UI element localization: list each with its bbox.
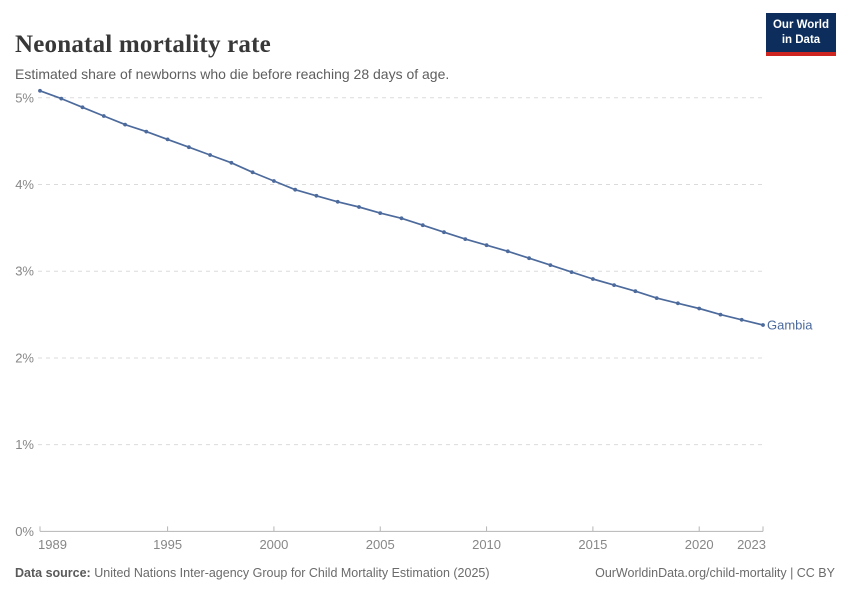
chart-footer: Data source: United Nations Inter-agency… [15, 566, 835, 580]
data-point[interactable] [123, 122, 127, 127]
data-point[interactable] [654, 296, 659, 300]
data-point[interactable] [357, 205, 361, 209]
data-point[interactable] [314, 193, 319, 198]
owid-logo[interactable]: Our World in Data [766, 13, 836, 56]
data-point[interactable] [527, 256, 531, 261]
data-point[interactable] [463, 237, 468, 242]
footer-rights[interactable]: OurWorldinData.org/child-mortality | CC … [595, 566, 835, 580]
data-point[interactable] [697, 306, 702, 311]
data-point[interactable] [59, 96, 64, 101]
data-point[interactable] [761, 323, 765, 327]
data-point[interactable] [718, 312, 723, 317]
y-axis-tick-label: 3% [15, 264, 34, 279]
data-point[interactable] [272, 179, 276, 183]
data-point[interactable] [505, 249, 510, 254]
owid-logo-line2: in Data [781, 33, 821, 46]
x-axis-tick-label: 2005 [366, 537, 395, 552]
data-point[interactable] [739, 317, 744, 322]
x-axis-tick-label: 2015 [578, 537, 607, 552]
data-point[interactable] [101, 114, 106, 118]
data-point[interactable] [569, 270, 574, 274]
data-point[interactable] [250, 170, 255, 175]
data-point[interactable] [633, 289, 638, 294]
data-point[interactable] [420, 223, 425, 228]
y-axis-tick-label: 1% [15, 437, 34, 452]
y-axis-tick-label: 5% [15, 90, 34, 105]
data-point[interactable] [612, 283, 616, 287]
owid-logo-line1: Our World [772, 19, 829, 31]
data-point[interactable] [335, 199, 340, 204]
data-point[interactable] [442, 230, 446, 235]
entity-label-gambia[interactable]: Gambia [767, 317, 813, 332]
x-axis-tick-label: 2023 [737, 537, 766, 552]
data-point[interactable] [208, 153, 213, 157]
data-point[interactable] [80, 105, 85, 110]
data-point[interactable] [676, 301, 680, 306]
data-point[interactable] [38, 88, 42, 93]
footer-source-label: Data source: [15, 566, 91, 580]
y-axis-tick-label: 4% [15, 177, 34, 192]
data-point[interactable] [378, 211, 383, 216]
data-point[interactable] [187, 145, 191, 150]
data-point[interactable] [229, 160, 234, 165]
data-point[interactable] [484, 243, 489, 248]
x-axis-tick-label: 1989 [38, 537, 67, 552]
data-point[interactable] [399, 216, 404, 221]
y-axis-tick-label: 2% [15, 350, 34, 365]
y-axis-tick-label: 0% [15, 524, 34, 539]
x-axis-tick-label: 2020 [685, 537, 714, 552]
chart-subtitle: Estimated share of newborns who die befo… [15, 66, 450, 82]
data-point[interactable] [144, 129, 149, 134]
x-axis-tick-label: 2000 [259, 537, 288, 552]
data-point[interactable] [548, 263, 553, 267]
series-line-gambia[interactable] [39, 89, 764, 326]
footer-source: Data source: United Nations Inter-agency… [15, 566, 490, 580]
chart-title: Neonatal mortality rate [15, 30, 271, 58]
x-axis-tick-label: 1995 [153, 537, 182, 552]
data-point[interactable] [165, 137, 170, 142]
x-axis-tick-label: 2010 [472, 537, 501, 552]
data-point[interactable] [293, 187, 298, 192]
footer-source-text: United Nations Inter-agency Group for Ch… [94, 566, 490, 580]
data-point[interactable] [591, 277, 595, 281]
